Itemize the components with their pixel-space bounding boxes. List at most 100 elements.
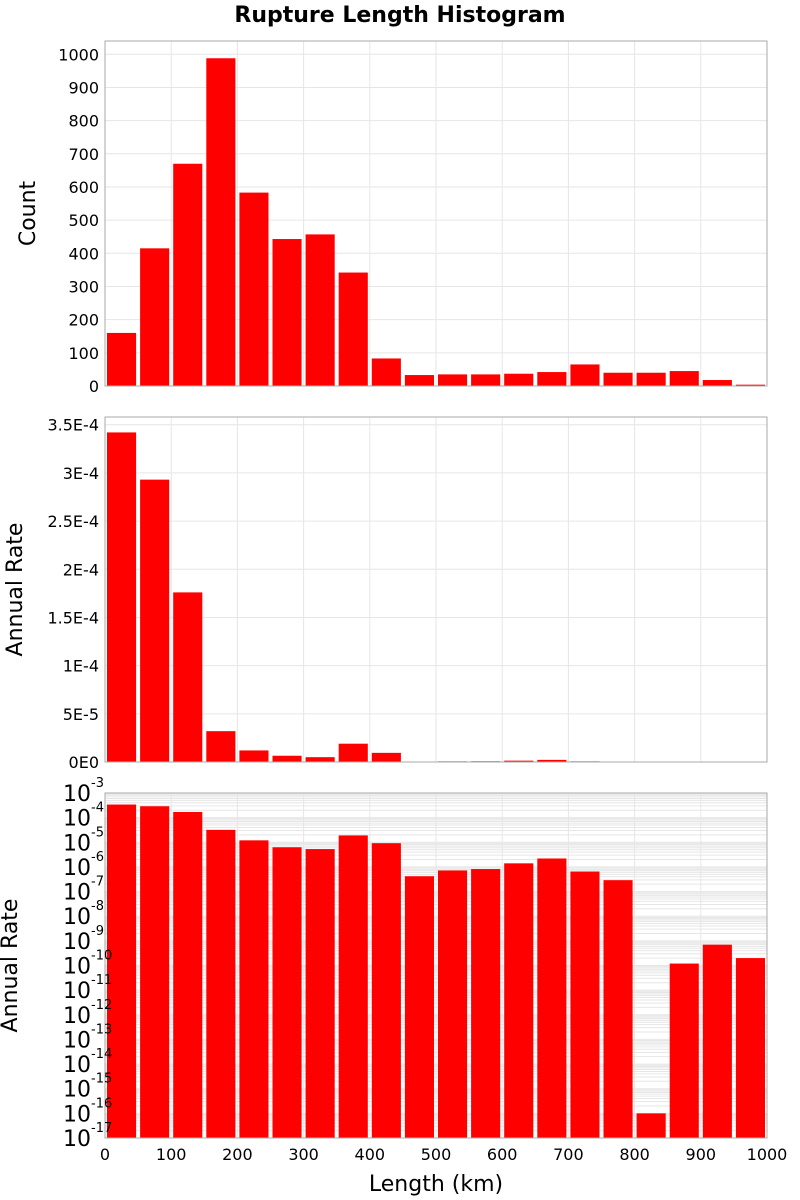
histogram-bar bbox=[603, 880, 633, 1138]
y-tick-exponent: -15 bbox=[91, 1072, 112, 1087]
histogram-bar bbox=[537, 372, 567, 386]
y-tick-label: 10 bbox=[63, 1028, 91, 1053]
x-tick-label: 300 bbox=[288, 1145, 319, 1164]
histogram-bar bbox=[107, 432, 137, 762]
histogram-bar bbox=[438, 870, 468, 1138]
y-tick-label: 3E-4 bbox=[63, 464, 99, 483]
y-tick-label: 10 bbox=[63, 1102, 91, 1127]
x-tick-label: 500 bbox=[421, 1145, 452, 1164]
y-tick-label: 200 bbox=[68, 311, 99, 330]
histogram-bar bbox=[140, 479, 170, 762]
histogram-bar bbox=[669, 963, 699, 1138]
y-tick-label: 3.5E-4 bbox=[47, 416, 99, 435]
histogram-bar bbox=[570, 364, 600, 386]
histogram-bar bbox=[206, 829, 236, 1138]
histogram-bar bbox=[636, 1113, 666, 1138]
histogram-bar bbox=[537, 759, 567, 762]
histogram-bar bbox=[272, 239, 302, 386]
histogram-bar bbox=[107, 804, 137, 1138]
histogram-bar bbox=[537, 858, 567, 1138]
y-tick-label: 5E-5 bbox=[63, 705, 99, 724]
histogram-bar bbox=[338, 743, 368, 762]
y-tick-exponent: -16 bbox=[91, 1096, 112, 1111]
y-tick-label: 300 bbox=[68, 277, 99, 296]
y-tick-label: 100 bbox=[68, 344, 99, 363]
x-tick-label: 0 bbox=[100, 1145, 110, 1164]
y-tick-exponent: -7 bbox=[91, 875, 104, 890]
y-tick-label: 700 bbox=[68, 145, 99, 164]
y-tick-exponent: -8 bbox=[91, 899, 104, 914]
y-tick-exponent: -5 bbox=[91, 825, 104, 840]
histogram-bar bbox=[371, 843, 401, 1138]
histogram-bar bbox=[636, 372, 666, 386]
histogram-bar bbox=[702, 944, 732, 1138]
y-tick-label: 800 bbox=[68, 112, 99, 131]
histogram-bar bbox=[107, 332, 137, 386]
histogram-bar bbox=[173, 163, 203, 386]
y-tick-label: 1E-4 bbox=[63, 657, 99, 676]
histogram-bar bbox=[504, 760, 534, 762]
plot-frame-count bbox=[104, 40, 768, 387]
y-tick-exponent: -6 bbox=[91, 850, 104, 865]
y-tick-exponent: -14 bbox=[91, 1047, 112, 1062]
histogram-bar bbox=[371, 358, 401, 386]
x-tick-label: 800 bbox=[619, 1145, 650, 1164]
histogram-bar bbox=[239, 192, 269, 386]
y-tick-label: 400 bbox=[68, 244, 99, 263]
panel-rate: 0E0 5E-5 1E-4 1.5E-4 2E-4 2.5E-4 3E-4 3.5E-4 Ann… bbox=[3, 416, 768, 772]
histogram-bar bbox=[471, 374, 501, 386]
y-tick-label: 0 bbox=[89, 377, 99, 396]
histogram-bar bbox=[140, 806, 170, 1138]
histogram-bar bbox=[173, 592, 203, 762]
y-tick-exponent: -12 bbox=[91, 998, 112, 1013]
y-axis-label: Annual Rate bbox=[3, 523, 28, 657]
chart-title: Rupture Length Histogram bbox=[234, 3, 566, 28]
histogram-bar bbox=[206, 58, 236, 386]
y-tick-label: 10 bbox=[63, 881, 91, 906]
histogram-bar bbox=[239, 840, 269, 1138]
y-tick-label: 10 bbox=[63, 955, 91, 980]
y-tick-label: 600 bbox=[68, 178, 99, 197]
y-tick-label: 2E-4 bbox=[63, 560, 99, 579]
histogram-bar bbox=[173, 811, 203, 1138]
y-tick-label: 10 bbox=[63, 1078, 91, 1103]
histogram-bar bbox=[702, 380, 732, 386]
x-tick-label: 900 bbox=[686, 1145, 717, 1164]
x-tick-label: 100 bbox=[156, 1145, 187, 1164]
y-tick-label: 10 bbox=[63, 807, 91, 832]
y-tick-label: 1000 bbox=[58, 45, 99, 64]
histogram-bar bbox=[305, 849, 335, 1138]
y-tick-exponent: -17 bbox=[91, 1121, 112, 1136]
histogram-bar bbox=[239, 750, 269, 762]
y-axis-label: Annual Rate bbox=[0, 899, 23, 1033]
y-tick-label: 900 bbox=[68, 78, 99, 97]
histogram-bar bbox=[570, 871, 600, 1138]
histogram-bar bbox=[669, 371, 699, 386]
y-tick-exponent: -11 bbox=[91, 973, 112, 988]
x-tick-label: 600 bbox=[487, 1145, 518, 1164]
histogram-bar bbox=[504, 863, 534, 1138]
y-tick-label: 10 bbox=[63, 1004, 91, 1029]
y-tick-label: 10 bbox=[63, 1053, 91, 1078]
histogram-bar bbox=[471, 869, 501, 1138]
y-tick-label: 10 bbox=[63, 831, 91, 856]
y-tick-label: 10 bbox=[63, 930, 91, 955]
histogram-bar bbox=[504, 373, 534, 386]
histogram-bar bbox=[338, 835, 368, 1138]
y-tick-exponent: -9 bbox=[91, 924, 104, 939]
y-tick-exponent: -13 bbox=[91, 1022, 112, 1037]
y-tick-label: 10 bbox=[63, 782, 91, 807]
y-tick-label: 10 bbox=[63, 1127, 91, 1152]
y-tick-label: 0E0 bbox=[69, 753, 99, 772]
y-tick-label: 10 bbox=[63, 979, 91, 1004]
histogram-bar bbox=[735, 958, 765, 1138]
y-tick-label: 10 bbox=[63, 856, 91, 881]
x-axis-label: Length (km) bbox=[369, 1172, 503, 1197]
x-tick-label: 400 bbox=[355, 1145, 386, 1164]
plot-frame-lograte bbox=[104, 792, 768, 1139]
y-tick-exponent: -4 bbox=[91, 801, 104, 816]
panel-count: 0 100 200 300 400 500 600 700 800 900 1000 Count bbox=[16, 40, 768, 396]
histogram-bar bbox=[206, 731, 236, 762]
histogram-bar bbox=[305, 757, 335, 762]
y-axis-label: Count bbox=[16, 180, 41, 246]
